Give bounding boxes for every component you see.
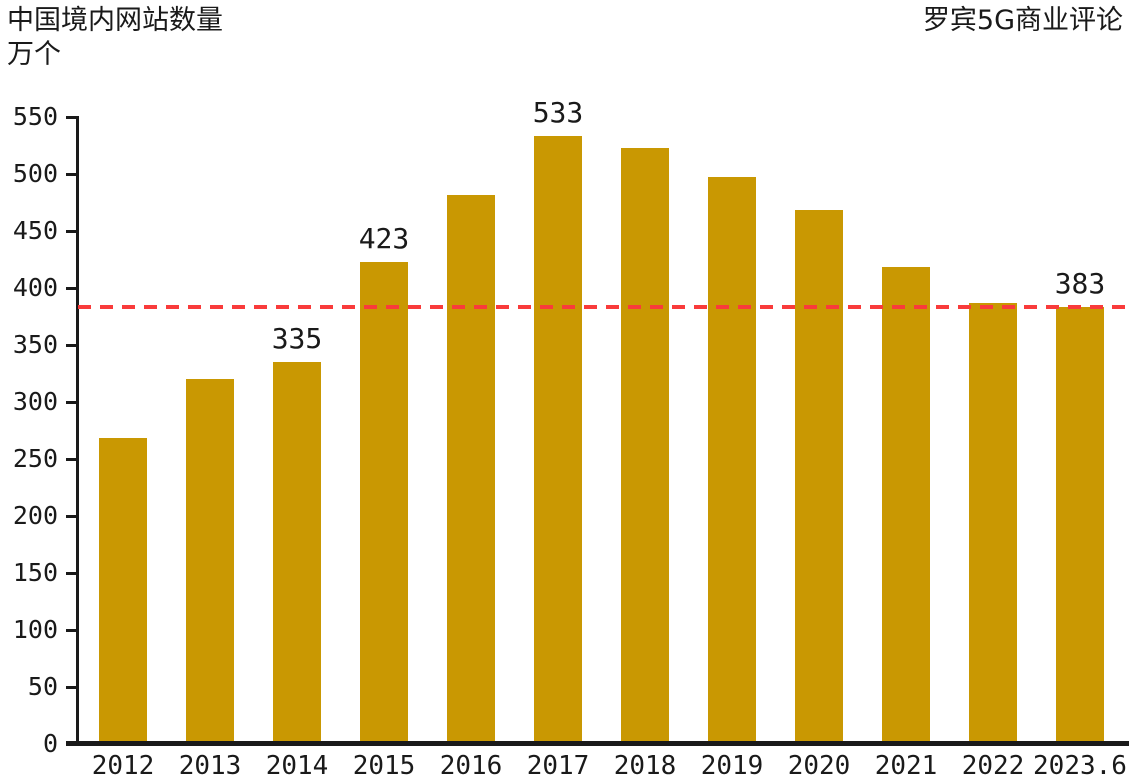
bar	[99, 438, 147, 741]
bar	[708, 177, 756, 741]
x-tick-label: 2013	[178, 751, 242, 781]
bar	[447, 194, 495, 741]
y-tick-label: 500	[12, 159, 58, 188]
chart-title-block: 中国境内网站数量 万个	[7, 4, 223, 72]
x-tick-label: 2014	[265, 751, 329, 781]
bar	[969, 302, 1017, 741]
bar-value-label: 335	[271, 322, 323, 356]
chart-title: 中国境内网站数量	[7, 5, 223, 36]
x-tick-label: 2023.6	[1033, 751, 1127, 781]
x-tick-label: 2015	[352, 751, 416, 781]
y-tick-mark	[66, 628, 78, 632]
y-tick-label: 300	[12, 387, 58, 416]
x-tick-label: 2018	[613, 751, 677, 781]
y-tick-mark	[66, 343, 78, 347]
reference-line	[78, 305, 1126, 310]
x-tick-label: 2021	[874, 751, 938, 781]
bar	[795, 210, 843, 741]
bar-value-label: 533	[532, 96, 584, 130]
y-tick-label: 350	[12, 330, 58, 359]
x-tick-label: 2016	[439, 751, 503, 781]
bar-value-label: 423	[358, 221, 410, 255]
y-tick-label: 200	[12, 501, 58, 530]
x-tick-label: 2019	[700, 751, 764, 781]
x-axis-line	[66, 741, 1129, 746]
x-tick-label: 2012	[91, 751, 155, 781]
y-tick-mark	[66, 286, 78, 290]
y-tick-label: 150	[12, 558, 58, 587]
bar-value-label: 383	[1054, 267, 1106, 301]
bar	[1056, 307, 1104, 741]
y-axis-line	[76, 116, 79, 746]
y-tick-mark	[66, 457, 78, 461]
x-tick-label: 2017	[526, 751, 590, 781]
y-tick-label: 100	[12, 615, 58, 644]
x-tick-label: 2022	[961, 751, 1025, 781]
bar	[273, 362, 321, 741]
y-tick-mark	[66, 172, 78, 176]
y-tick-mark	[66, 229, 78, 233]
y-tick-label: 0	[42, 729, 58, 758]
y-tick-mark	[66, 115, 78, 119]
y-tick-mark	[66, 685, 78, 689]
bar	[360, 261, 408, 741]
y-tick-label: 400	[12, 273, 58, 302]
bar	[186, 379, 234, 741]
chart-unit-label: 万个	[7, 39, 61, 70]
bar	[621, 147, 669, 741]
y-tick-label: 550	[12, 102, 58, 131]
y-tick-label: 250	[12, 444, 58, 473]
y-tick-mark	[66, 400, 78, 404]
bar	[882, 267, 930, 741]
x-tick-label: 2020	[787, 751, 851, 781]
y-tick-mark	[66, 514, 78, 518]
bar	[534, 136, 582, 741]
source-label: 罗宾5G商业评论	[922, 5, 1123, 36]
y-tick-label: 450	[12, 216, 58, 245]
y-tick-label: 50	[27, 672, 58, 701]
y-tick-mark	[66, 571, 78, 575]
